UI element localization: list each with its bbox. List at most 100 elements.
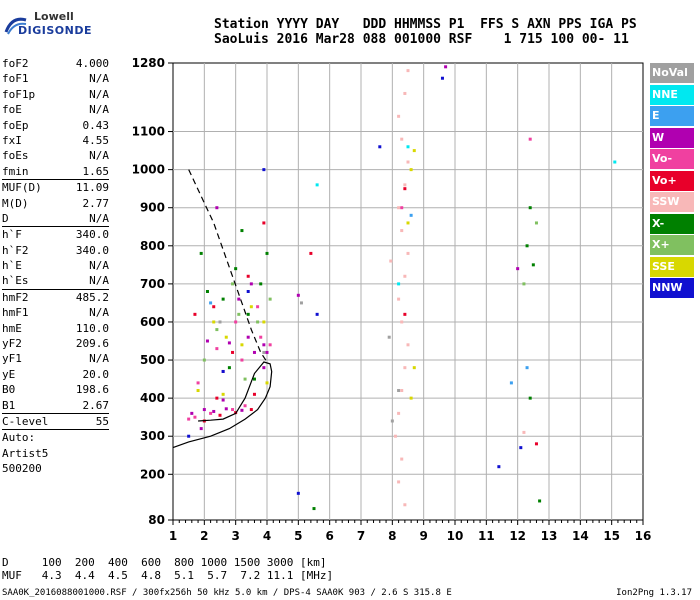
param-value: N/A [89,274,109,288]
data-point-w [246,335,250,339]
param-value: 340.0 [75,243,109,257]
legend-item-sse: SSE [650,256,694,277]
y-tick-label: 1280 [132,56,165,70]
data-point-ssw [400,457,404,461]
data-point-vo [231,350,235,354]
data-point-vo [231,408,235,412]
param-value: N/A [89,306,109,320]
param-name: MUF(D) [2,181,42,195]
data-point-nne [613,160,617,164]
param-row: foE N/A [2,102,109,117]
param-row: B1 2.67 [2,398,109,413]
y-tick-label: 400 [140,391,165,405]
param-value: N/A [89,259,109,273]
x-tick-label: 2 [200,529,208,543]
param-name: B0 [2,383,16,397]
data-point-x [531,263,535,267]
param-row: foEp 0.43 [2,118,109,133]
param-value: N/A [89,87,109,101]
param-name: yF2 [2,337,22,351]
param-row: yF1 N/A [2,351,109,366]
data-point-x [221,297,225,301]
param-separator [2,179,109,181]
data-point-vo [528,137,532,141]
data-point-ssw [393,434,397,438]
data-point-w [190,411,194,415]
param-name: B1 [2,398,16,412]
param-row: h`Es N/A [2,273,109,288]
data-point-sse [249,305,253,309]
param-value: 4.000 [75,57,109,70]
data-point-w [516,267,520,271]
legend-item-w: W [650,127,694,148]
data-point-sse [412,366,416,370]
data-point-vo [534,442,538,446]
y-tick-label: 500 [140,353,165,367]
param-name: h`E [2,259,22,273]
param-row: foF2 4.000 [2,56,109,71]
data-point-nnw [440,76,444,80]
x-tick-label: 12 [509,529,526,543]
data-point-ssw [403,366,407,370]
param-name: foE [2,103,22,117]
file-info-footer: SAA0K_2016088001000.RSF / 300fx256h 50 k… [2,588,452,598]
muf-dashed-curve [188,169,268,363]
param-name: yF1 [2,352,22,366]
param-value: 485.2 [75,290,109,304]
param-row: fxI 4.55 [2,133,109,148]
data-point-nne [315,183,319,187]
data-point-vo [249,408,253,412]
data-point-ssw [397,206,401,210]
data-point-x [199,251,203,255]
logo-swoosh-icon [4,17,27,35]
data-point-x [237,312,241,316]
param-value: N/A [89,103,109,117]
x-tick-label: 5 [294,529,302,543]
param-row: Artist5 [2,446,109,461]
param-value: 2.67 [82,398,110,412]
param-row: 500200 [2,461,109,476]
param-value: 0.43 [82,118,110,132]
data-point-x [243,377,247,381]
param-value: 11.09 [75,181,109,195]
x-tick-label: 15 [603,529,620,543]
data-point-ssw [400,389,404,393]
data-point-vo [234,320,238,324]
data-point-nnw [296,491,300,495]
param-row: C-level 55 [2,414,109,429]
param-separator [2,226,109,228]
x-tick-label: 7 [357,529,365,543]
data-point-vo [215,396,219,400]
x-tick-label: 13 [541,529,558,543]
data-point-sse [221,392,225,396]
data-point-vo [187,417,191,421]
data-point-x [215,328,219,332]
param-name: hmF2 [2,290,29,304]
data-point-ssw [522,430,526,434]
data-point-x [525,244,529,248]
param-name: h`Es [2,274,29,288]
param-name: D [2,211,9,225]
param-name: hmF1 [2,306,29,320]
param-value: N/A [89,149,109,163]
station-header: Station YYYY DAY DDD HHMMSS P1 FFS S AXN… [214,17,637,47]
param-name: foF1p [2,87,36,101]
legend-item-ssw: SSW [650,192,694,212]
param-name: 500200 [2,462,42,476]
header-line-2: SaoLuis 2016 Mar28 088 001000 RSF 1 715 … [214,32,629,47]
data-point-vo [262,221,266,225]
data-point-ssw [403,274,407,278]
param-row: fmin 1.65 [2,164,109,179]
data-point-w [237,297,241,301]
param-name: Artist5 [2,446,49,460]
param-row: foEs N/A [2,148,109,163]
data-point-w [262,366,266,370]
data-point-vo [403,187,407,191]
data-point-w [262,343,266,347]
param-row: D N/A [2,211,109,226]
data-point-nnw [187,434,191,438]
data-point-x [528,396,532,400]
header-line-1: Station YYYY DAY DDD HHMMSS P1 FFS S AXN… [214,17,637,32]
data-point-nnw [246,290,250,293]
